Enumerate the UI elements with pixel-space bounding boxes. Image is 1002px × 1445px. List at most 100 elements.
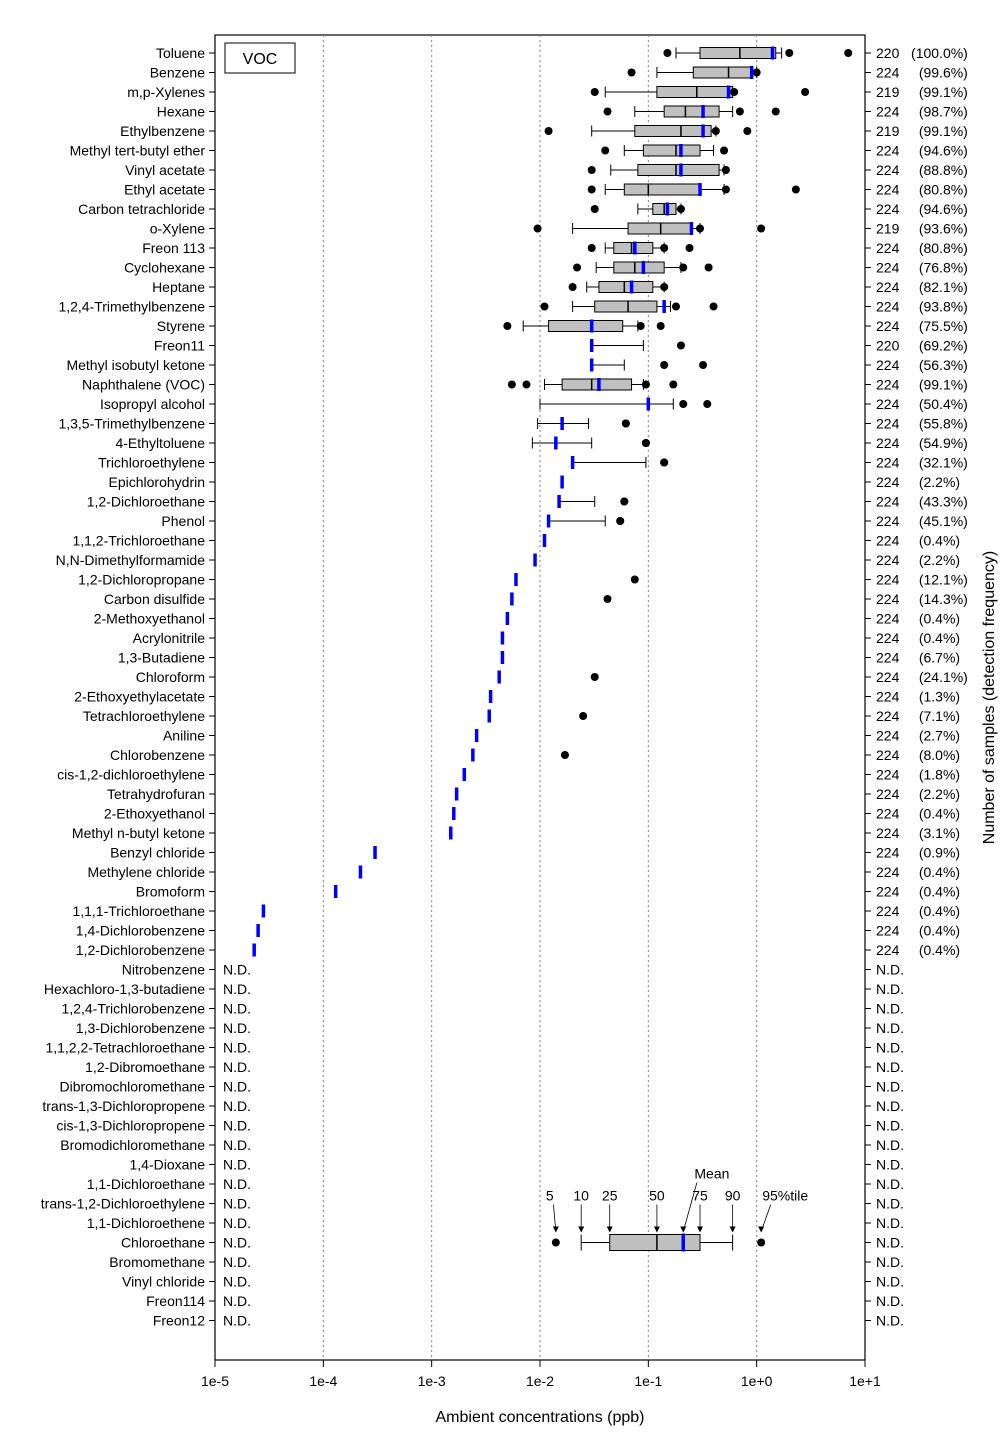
nd-token-left: N.D.: [223, 1215, 251, 1231]
compound-label: Hexachloro-1,3-butadiene: [44, 981, 205, 997]
compound-label: Freon 113: [142, 240, 205, 256]
p5-point: [604, 108, 612, 116]
sample-count: 224 (80.8%): [876, 182, 968, 198]
p95-point: [720, 147, 728, 155]
p95-point: [677, 205, 685, 213]
compound-label: 1,2,4-Trimethylbenzene: [58, 299, 205, 315]
box: [635, 126, 711, 137]
compound-label: 1,3-Dichlorobenzene: [76, 1020, 205, 1036]
compound-label: Freon114: [146, 1293, 205, 1309]
compound-label: 1,1,2,2-Tetrachloroethane: [45, 1040, 205, 1056]
p95-point: [722, 186, 730, 194]
nd-token-right: N.D.: [876, 1157, 904, 1173]
sample-count: 224 (76.8%): [876, 260, 968, 276]
p5-point: [591, 88, 599, 96]
p5-point: [588, 166, 596, 174]
box: [599, 282, 653, 293]
box: [595, 301, 657, 312]
compound-label: 1,2-Dichloropropane: [78, 572, 205, 588]
sample-count: 224 (2.7%): [876, 728, 960, 744]
nd-token-right: N.D.: [876, 1118, 904, 1134]
sample-count: 219 (99.1%): [876, 123, 968, 139]
p5-point: [601, 147, 609, 155]
nd-token-right: N.D.: [876, 962, 904, 978]
legend-pct-label: 25: [602, 1188, 618, 1204]
compound-label: 1,1-Dichloroethene: [87, 1215, 206, 1231]
compound-label: trans-1,2-Dichloroethylene: [41, 1196, 205, 1212]
compound-label: Freon11: [154, 338, 205, 354]
box: [628, 223, 691, 234]
outlier-point: [591, 673, 599, 681]
x-tick-label: 1e+0: [741, 1373, 773, 1389]
legend-box: [610, 1235, 700, 1251]
sample-count: 224 (0.4%): [876, 923, 960, 939]
sample-count: 224 (80.8%): [876, 240, 968, 256]
p95-point: [730, 88, 738, 96]
nd-token-right: N.D.: [876, 1254, 904, 1270]
nd-token-right: N.D.: [876, 1176, 904, 1192]
p95-point: [660, 459, 668, 467]
p95-point: [785, 49, 793, 57]
compound-label: 4-Ethyltoluene: [115, 435, 205, 451]
sample-count: 224 (1.8%): [876, 767, 960, 783]
chart-svg: 1e-51e-41e-31e-21e-11e+01e+1Ambient conc…: [0, 0, 1002, 1445]
compound-label: Chlorobenzene: [110, 747, 205, 763]
sample-count: 224 (93.8%): [876, 299, 968, 315]
nd-token-left: N.D.: [223, 1313, 251, 1329]
compound-label: Bromodichloromethane: [60, 1137, 205, 1153]
compound-label: 2-Ethoxyethanol: [104, 806, 205, 822]
sample-count: 224 (82.1%): [876, 279, 968, 295]
outlier-point: [792, 186, 800, 194]
outlier-point: [844, 49, 852, 57]
compound-label: N,N-Dimethylformamide: [56, 552, 206, 568]
nd-token-right: N.D.: [876, 1274, 904, 1290]
nd-token-left: N.D.: [223, 1059, 251, 1075]
box: [638, 165, 719, 176]
sample-count: 224 (2.2%): [876, 474, 960, 490]
compound-label: Cyclohexane: [124, 260, 205, 276]
p95-point: [712, 127, 720, 135]
nd-token-right: N.D.: [876, 1079, 904, 1095]
sample-count: 224 (43.3%): [876, 494, 968, 510]
outlier-point: [703, 400, 711, 408]
p5-point: [663, 49, 671, 57]
sample-count: 219 (99.1%): [876, 84, 968, 100]
compound-label: Nitrobenzene: [122, 962, 205, 978]
compound-label: 1,2-Dichloroethane: [87, 494, 206, 510]
compound-label: Hexane: [157, 104, 205, 120]
nd-token-left: N.D.: [223, 1040, 251, 1056]
nd-token-left: N.D.: [223, 1098, 251, 1114]
p95-point: [722, 166, 730, 174]
legend-pct-label: 95%tile: [762, 1188, 808, 1204]
sample-count: 224 (12.1%): [876, 572, 968, 588]
p5-point: [573, 264, 581, 272]
compound-label: 1,2-Dichlorobenzene: [76, 942, 205, 958]
sample-count: 224 (8.0%): [876, 747, 960, 763]
p95-point: [642, 439, 650, 447]
sample-count: 224 (55.8%): [876, 416, 968, 432]
compound-label: Vinyl acetate: [125, 162, 205, 178]
p95-point: [637, 322, 645, 330]
compound-label: Isopropyl alcohol: [100, 396, 205, 412]
sample-count: 224 (45.1%): [876, 513, 968, 529]
compound-label: 1,4-Dichlorobenzene: [76, 923, 205, 939]
compound-label: Benzyl chloride: [110, 845, 205, 861]
outlier-point: [801, 88, 809, 96]
sample-count: 224 (99.1%): [876, 377, 968, 393]
sample-count: 224 (0.4%): [876, 864, 960, 880]
legend-pct-label: 10: [573, 1188, 589, 1204]
p95-point: [696, 225, 704, 233]
sample-count: 219 (93.6%): [876, 221, 968, 237]
outlier-point: [669, 381, 677, 389]
p5-point: [569, 283, 577, 291]
sample-count: 224 (2.2%): [876, 552, 960, 568]
box: [614, 262, 664, 273]
compound-label: Naphthalene (VOC): [82, 377, 205, 393]
outlier-point: [772, 108, 780, 116]
p95-point: [660, 361, 668, 369]
compound-label: Aniline: [163, 728, 205, 744]
compound-label: Trichloroethylene: [98, 455, 205, 471]
compound-label: Tetrachloroethylene: [83, 708, 205, 724]
compound-label: Freon12: [153, 1313, 205, 1329]
outlier-point: [508, 381, 516, 389]
